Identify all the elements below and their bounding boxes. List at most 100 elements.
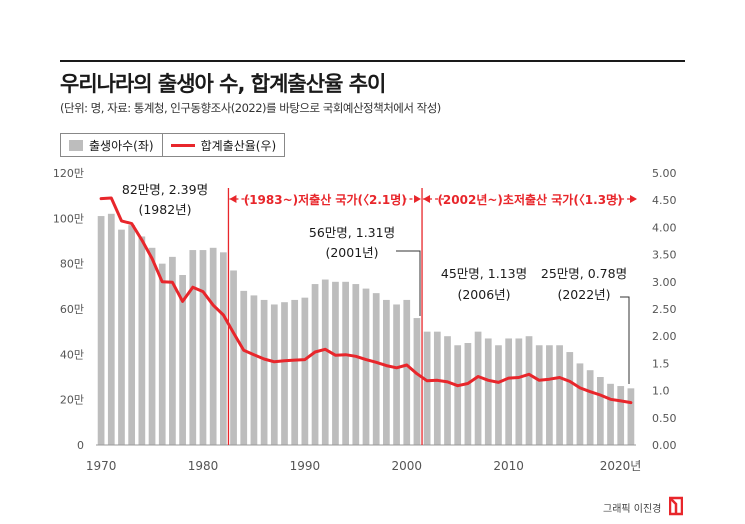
bar-2020: [607, 383, 614, 445]
period-arrow-head-right: [630, 195, 637, 203]
bar-1993: [332, 281, 339, 445]
y-right-tick-label: 3.50: [652, 249, 677, 262]
bar-1972: [118, 229, 125, 445]
x-tick-label: 2010: [493, 459, 524, 473]
x-tick-label: 1990: [290, 459, 321, 473]
legend-line-swatch: [170, 143, 195, 147]
bar-2005: [454, 345, 462, 445]
y-right-tick-label: 5.00: [652, 167, 677, 180]
period-label: (2002년~)초저출산 국가(〈1.3명): [437, 192, 622, 207]
bar-1981: [209, 247, 217, 445]
publisher-logo-icon: [669, 496, 683, 516]
bar-2017: [576, 363, 584, 445]
y-right-tick-label: 0.50: [652, 412, 677, 425]
bar-2001: [413, 318, 421, 445]
bar-1987: [270, 304, 278, 445]
chart-subtitle: (단위: 명, 자료: 통계청, 인구동향조사(2022)를 바탕으로 국회예산…: [60, 101, 441, 115]
annotation-2001-year: (2001년): [325, 245, 378, 260]
bar-1982: [219, 252, 227, 445]
annotation-leader-2022: [620, 296, 630, 384]
bar-1997: [372, 293, 380, 445]
bar-2012: [525, 336, 533, 445]
bar-2009: [495, 345, 502, 445]
bar-2021: [617, 386, 625, 445]
annotation-2022-year: (2022년): [557, 287, 610, 302]
x-tick-label: 1970: [86, 459, 117, 473]
bar-2007: [474, 331, 482, 445]
bar-2004: [444, 336, 451, 445]
bar-1976: [158, 263, 166, 445]
period-arrow-head-left: [423, 195, 431, 203]
y-right-tick-label: 1.0: [652, 385, 670, 398]
legend-item-tfr: 합계출산율(우): [161, 134, 285, 156]
bar-1977: [169, 256, 176, 445]
bar-1994: [342, 281, 349, 445]
x-tick-label: 2000: [391, 459, 422, 473]
bar-1984: [240, 290, 248, 445]
y-right-tick-label: 2.00: [652, 330, 677, 343]
bar-2014: [546, 345, 553, 445]
bar-1991: [311, 284, 319, 445]
bar-2003: [433, 331, 441, 445]
title-rule: [60, 60, 685, 62]
y-left-tick-label: 100만: [53, 212, 84, 225]
bar-1996: [362, 288, 370, 445]
y-left-tick-label: 40만: [60, 348, 84, 361]
bar-2018: [586, 370, 594, 445]
bar-1974: [138, 236, 146, 445]
bar-1988: [281, 302, 288, 445]
bar-1973: [128, 225, 136, 445]
bar-1999: [393, 304, 400, 445]
bar-1983: [230, 270, 237, 445]
bar-1986: [260, 299, 268, 445]
legend-bar-swatch: [69, 139, 83, 151]
bar-1980: [199, 250, 207, 445]
period-label-bg: [446, 189, 614, 209]
bar-2008: [484, 338, 492, 445]
legend-label-births: 출생아수(좌): [89, 138, 154, 153]
bar-2022: [627, 388, 635, 445]
legend-label-tfr: 합계출산율(우): [200, 138, 277, 153]
y-right-tick-label: 4.50: [652, 194, 677, 207]
bar-2000: [403, 299, 411, 445]
bar-1970: [97, 216, 105, 445]
bar-2019: [596, 377, 604, 445]
graphic-credit: 그래픽 이진경: [603, 504, 662, 515]
y-left-tick-label: 0: [77, 439, 84, 452]
bar-1975: [148, 247, 156, 445]
annotation-2006-year: (2006년): [457, 287, 510, 302]
bar-2006: [464, 343, 472, 445]
bar-2011: [515, 338, 523, 445]
y-left-tick-label: 20만: [60, 394, 84, 407]
annotation-2022-value: 25만명, 0.78명: [541, 266, 627, 281]
bar-1992: [321, 279, 329, 445]
y-right-tick-label: 4.00: [652, 221, 677, 234]
period-label: (1983~)저출산 국가(〈2.1명): [244, 192, 407, 207]
bar-1989: [291, 299, 299, 445]
tfr-line: [99, 196, 633, 405]
bar-1995: [352, 284, 360, 445]
bar-2013: [535, 345, 543, 445]
annotation-2006-value: 45만명, 1.13명: [441, 266, 527, 281]
bar-2002: [423, 331, 431, 445]
annotation-1982-value: 82만명, 2.39명: [122, 182, 208, 197]
legend: 출생아수(좌) 합계출산율(우): [60, 133, 286, 157]
bar-1998: [383, 299, 390, 445]
chart-title: 우리나라의 출생아 수, 합계출산율 추이: [60, 72, 386, 96]
bar-1971: [107, 213, 115, 445]
bar-2016: [566, 352, 574, 445]
y-left-tick-label: 80만: [60, 258, 84, 271]
bar-1979: [189, 250, 197, 445]
annotation-leader-2001: [396, 250, 421, 316]
y-right-tick-label: 1.5: [652, 357, 670, 370]
bar-2015: [556, 345, 563, 445]
legend-item-births: 출생아수(좌): [61, 134, 162, 156]
y-right-tick-label: 2.50: [652, 303, 677, 316]
period-arrow-head-left: [229, 195, 237, 203]
bar-2010: [505, 338, 513, 445]
period-label-bg: [249, 189, 402, 209]
bar-1978: [179, 275, 186, 445]
annotation-1982-year: (1982년): [138, 202, 191, 217]
bar-1990: [301, 297, 309, 445]
